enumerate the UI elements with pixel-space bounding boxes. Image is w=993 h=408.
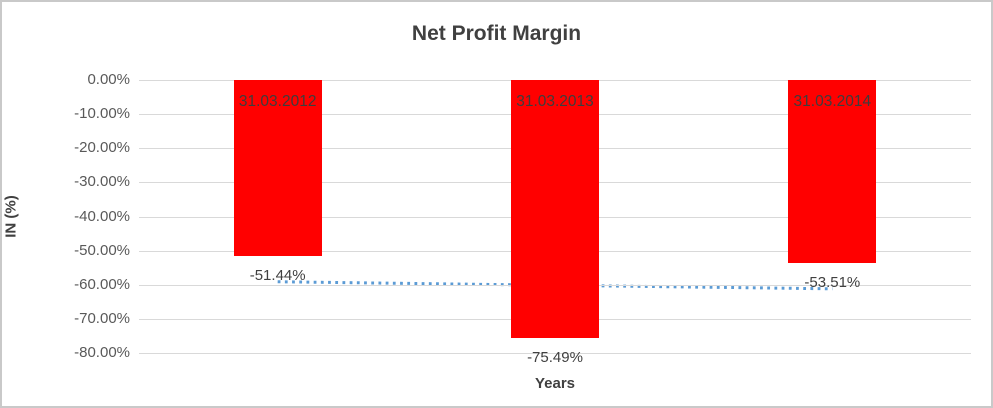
y-axis-title: IN (%) bbox=[2, 195, 20, 238]
y-tick-label: -50.00% bbox=[74, 241, 130, 259]
bar-value-label: -53.51% bbox=[804, 273, 861, 291]
chart-title: Net Profit Margin bbox=[411, 22, 582, 45]
x-axis-title: Years bbox=[534, 375, 576, 392]
bar-31.03.2013[interactable] bbox=[511, 80, 599, 338]
y-tick-label: -40.00% bbox=[74, 207, 130, 225]
bar-category-label: 31.03.2014 bbox=[793, 93, 872, 110]
y-tick-label: -80.00% bbox=[74, 344, 130, 361]
y-tick-label: -30.00% bbox=[74, 173, 130, 191]
y-tick-label: -20.00% bbox=[74, 139, 130, 157]
gridline bbox=[139, 353, 971, 354]
bar-category-label: 31.03.2013 bbox=[516, 93, 594, 110]
bar-category-label: 31.03.2012 bbox=[238, 93, 317, 110]
y-tick-label: -70.00% bbox=[74, 309, 130, 327]
y-tick-label: -10.00% bbox=[74, 105, 130, 123]
bar-value-label: -51.44% bbox=[249, 266, 306, 284]
y-tick-label: -60.00% bbox=[74, 275, 130, 293]
bar-31.03.2012[interactable] bbox=[233, 80, 322, 256]
bar-value-label: -75.49% bbox=[527, 348, 583, 366]
y-tick-label: 0.00% bbox=[87, 71, 130, 88]
bar-31.03.2014[interactable] bbox=[788, 80, 877, 263]
